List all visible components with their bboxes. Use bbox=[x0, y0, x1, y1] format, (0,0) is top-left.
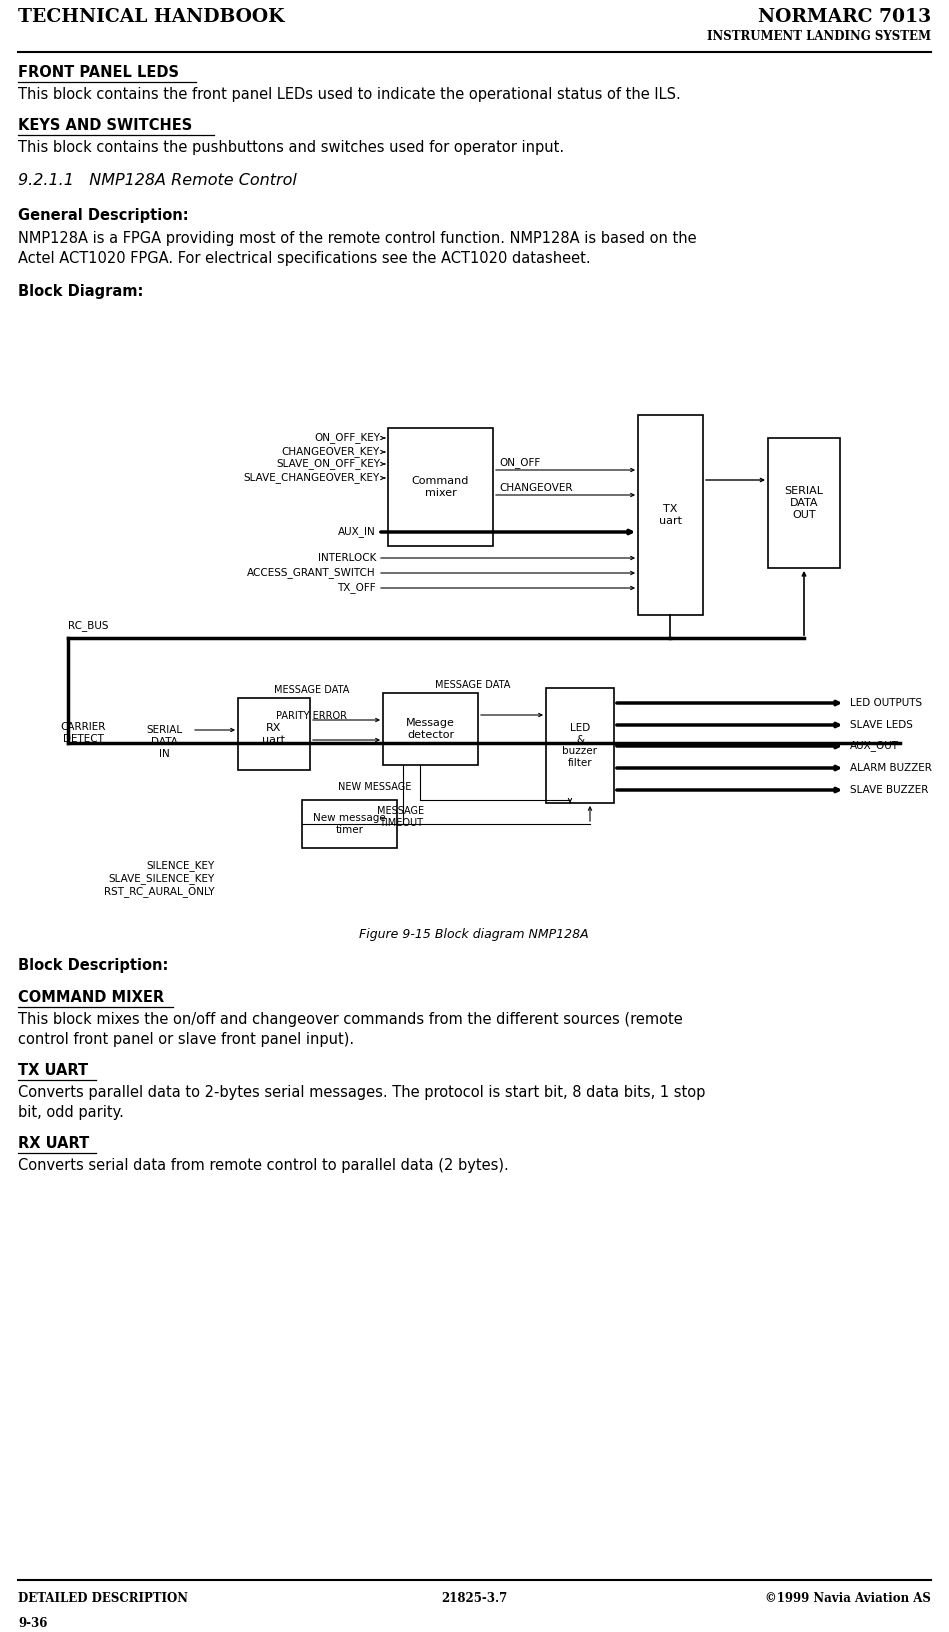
Text: COMMAND MIXER: COMMAND MIXER bbox=[18, 991, 164, 1005]
Text: This block contains the pushbuttons and switches used for operator input.: This block contains the pushbuttons and … bbox=[18, 140, 564, 155]
Text: KEYS AND SWITCHES: KEYS AND SWITCHES bbox=[18, 118, 193, 132]
Text: 9.2.1.1   NMP128A Remote Control: 9.2.1.1 NMP128A Remote Control bbox=[18, 173, 297, 188]
Text: TX_OFF: TX_OFF bbox=[338, 583, 376, 594]
Text: AUX_IN: AUX_IN bbox=[338, 527, 376, 537]
Text: Command
mixer: Command mixer bbox=[412, 477, 469, 498]
Text: NEW MESSAGE: NEW MESSAGE bbox=[338, 782, 412, 792]
Bar bbox=[768, 437, 840, 568]
Text: SLAVE_CHANGEOVER_KEY: SLAVE_CHANGEOVER_KEY bbox=[244, 473, 380, 483]
Text: ALARM BUZZER: ALARM BUZZER bbox=[850, 764, 932, 774]
Text: INTERLOCK: INTERLOCK bbox=[318, 553, 376, 563]
Text: TX
uart: TX uart bbox=[659, 504, 682, 526]
Text: CHANGEOVER_KEY: CHANGEOVER_KEY bbox=[282, 447, 380, 457]
Text: SILENCE_KEY: SILENCE_KEY bbox=[147, 860, 215, 871]
Text: SLAVE_ON_OFF_KEY: SLAVE_ON_OFF_KEY bbox=[276, 459, 380, 470]
Text: RST_RC_AURAL_ONLY: RST_RC_AURAL_ONLY bbox=[104, 886, 215, 898]
Text: 9-36: 9-36 bbox=[18, 1617, 47, 1630]
Text: Converts parallel data to 2-bytes serial messages. The protocol is start bit, 8 : Converts parallel data to 2-bytes serial… bbox=[18, 1085, 705, 1121]
Text: SLAVE_SILENCE_KEY: SLAVE_SILENCE_KEY bbox=[109, 873, 215, 885]
Text: MESSAGE DATA: MESSAGE DATA bbox=[435, 681, 511, 690]
Text: RC_BUS: RC_BUS bbox=[68, 620, 108, 632]
Text: FRONT PANEL LEDS: FRONT PANEL LEDS bbox=[18, 65, 179, 80]
Bar bbox=[388, 428, 493, 547]
Text: This block contains the front panel LEDs used to indicate the operational status: This block contains the front panel LEDs… bbox=[18, 86, 680, 101]
Text: ON_OFF_KEY: ON_OFF_KEY bbox=[314, 432, 380, 444]
Text: CHANGEOVER: CHANGEOVER bbox=[499, 483, 572, 493]
Text: RX UART: RX UART bbox=[18, 1136, 89, 1151]
Text: TECHNICAL HANDBOOK: TECHNICAL HANDBOOK bbox=[18, 8, 285, 26]
Text: SLAVE BUZZER: SLAVE BUZZER bbox=[850, 785, 928, 795]
Text: SERIAL
DATA
IN: SERIAL DATA IN bbox=[146, 725, 182, 759]
Text: Block Diagram:: Block Diagram: bbox=[18, 284, 143, 299]
Text: General Description:: General Description: bbox=[18, 207, 189, 224]
Text: ACCESS_GRANT_SWITCH: ACCESS_GRANT_SWITCH bbox=[248, 568, 376, 578]
Text: ©1999 Navia Aviation AS: ©1999 Navia Aviation AS bbox=[765, 1591, 931, 1604]
Text: TX UART: TX UART bbox=[18, 1062, 88, 1079]
Text: NORMARC 7013: NORMARC 7013 bbox=[757, 8, 931, 26]
Text: LED
&
buzzer
filter: LED & buzzer filter bbox=[563, 723, 598, 769]
Bar bbox=[638, 415, 703, 615]
Text: SERIAL
DATA
OUT: SERIAL DATA OUT bbox=[785, 486, 824, 519]
Text: ON_OFF: ON_OFF bbox=[499, 457, 540, 468]
Text: NMP128A is a FPGA providing most of the remote control function. NMP128A is base: NMP128A is a FPGA providing most of the … bbox=[18, 232, 697, 266]
Bar bbox=[383, 694, 478, 765]
Text: This block mixes the on/off and changeover commands from the different sources (: This block mixes the on/off and changeov… bbox=[18, 1012, 682, 1048]
Text: MESSAGE
TIMEOUT: MESSAGE TIMEOUT bbox=[378, 806, 424, 827]
Text: CARRIER
DETECT: CARRIER DETECT bbox=[61, 723, 105, 744]
Bar bbox=[238, 698, 310, 770]
Text: Figure 9-15 Block diagram NMP128A: Figure 9-15 Block diagram NMP128A bbox=[359, 929, 588, 942]
Bar bbox=[302, 800, 397, 849]
Text: 21825-3.7: 21825-3.7 bbox=[441, 1591, 507, 1604]
Text: PARITY ERROR: PARITY ERROR bbox=[276, 712, 347, 721]
Text: RX
uart: RX uart bbox=[263, 723, 286, 744]
Text: Converts serial data from remote control to parallel data (2 bytes).: Converts serial data from remote control… bbox=[18, 1159, 509, 1173]
Bar bbox=[546, 689, 614, 803]
Text: Block Description:: Block Description: bbox=[18, 958, 168, 973]
Text: New message
timer: New message timer bbox=[313, 813, 386, 836]
Text: LED OUTPUTS: LED OUTPUTS bbox=[850, 698, 922, 708]
Text: MESSAGE DATA: MESSAGE DATA bbox=[274, 685, 349, 695]
Text: INSTRUMENT LANDING SYSTEM: INSTRUMENT LANDING SYSTEM bbox=[707, 29, 931, 42]
Text: DETAILED DESCRIPTION: DETAILED DESCRIPTION bbox=[18, 1591, 188, 1604]
Text: SLAVE LEDS: SLAVE LEDS bbox=[850, 720, 913, 730]
Text: AUX_OUT: AUX_OUT bbox=[850, 741, 899, 751]
Text: Message
detector: Message detector bbox=[406, 718, 455, 739]
